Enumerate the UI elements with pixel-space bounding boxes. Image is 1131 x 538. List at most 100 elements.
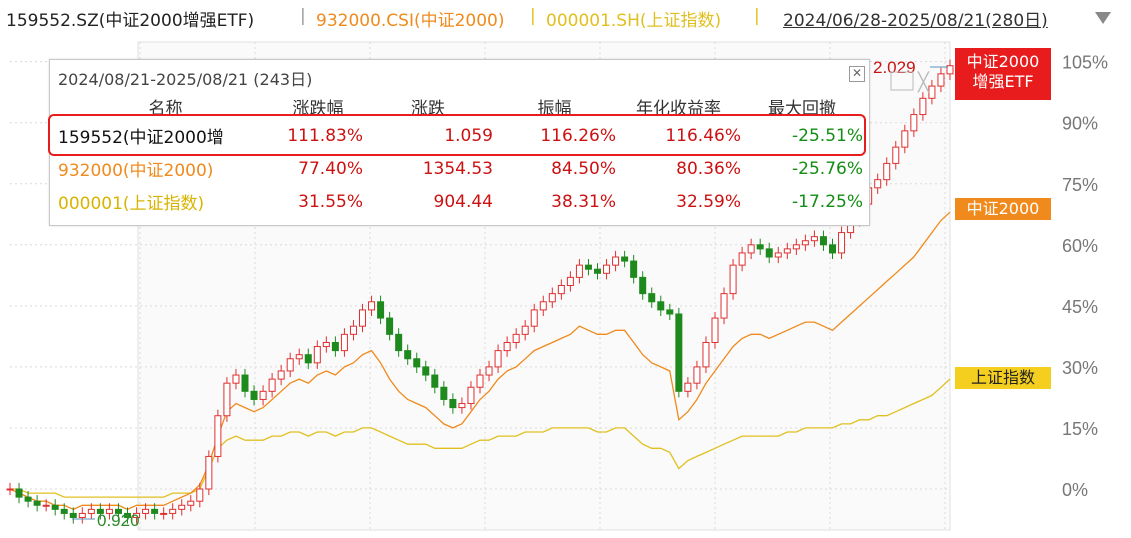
candle-body	[874, 179, 882, 189]
candle-body	[42, 504, 50, 507]
etf-high-label: 2.029	[873, 58, 916, 77]
row-max-drawdown: -25.76%	[792, 158, 863, 179]
row-name: 932000(中证2000)	[58, 161, 214, 181]
dropdown-triangle-icon[interactable]	[1093, 10, 1113, 26]
candle-body	[883, 162, 891, 181]
candle-body	[160, 512, 168, 515]
header-separator: |	[530, 6, 536, 26]
header-separator: |	[754, 6, 760, 26]
y-tick-label: 105%	[1062, 53, 1108, 73]
candle-body	[937, 73, 945, 87]
row-amplitude: 38.31%	[551, 191, 616, 212]
sh-end-label: 上证指数	[955, 367, 1051, 389]
sh-index-line-path	[10, 378, 951, 498]
candle-body	[810, 236, 818, 242]
candle-body	[114, 508, 122, 514]
candle-body	[33, 500, 41, 506]
chart-annotations: 2.029 0.920 ╳	[72, 58, 948, 530]
y-tick-label: 75%	[1062, 175, 1098, 195]
etf-series-title[interactable]: 159552.SZ(中证2000增强ETF)	[6, 11, 255, 31]
etf-end-label: 中证2000 增强ETF	[955, 48, 1051, 100]
row-change-pct: 111.83%	[287, 125, 363, 146]
candle-body	[15, 488, 23, 498]
row-change: 1.059	[444, 125, 493, 146]
candle-body	[720, 293, 728, 319]
candle-body	[51, 504, 59, 510]
candle-body	[404, 350, 412, 360]
close-icon: ╳	[917, 71, 930, 93]
close-icon[interactable]: ✕	[849, 66, 865, 82]
candle-body	[458, 403, 466, 409]
candle-body	[838, 232, 846, 254]
y-tick-label: 90%	[1062, 114, 1098, 134]
candle-body	[946, 65, 954, 75]
candle-body	[892, 146, 900, 164]
candle-body	[431, 374, 439, 388]
table-row[interactable]: 932000(中证2000) 77.40% 1354.53 84.50% 80.…	[52, 152, 869, 185]
candle-body	[765, 248, 773, 258]
candle-body	[503, 341, 511, 352]
candle-body	[774, 252, 782, 258]
candle-body	[521, 325, 529, 335]
candle-body	[124, 512, 131, 518]
row-amplitude: 116.26%	[540, 125, 616, 146]
candle-body	[639, 276, 647, 295]
candle-body	[413, 358, 421, 368]
candle-body	[241, 374, 249, 392]
candle-body	[666, 309, 674, 315]
candle-body	[386, 317, 394, 335]
candle-body	[214, 415, 222, 457]
candle-body	[729, 264, 737, 295]
candle-body	[702, 341, 710, 368]
y-tick-label: 0%	[1062, 480, 1088, 500]
maximize-icon	[890, 71, 914, 91]
candle-body	[178, 504, 186, 510]
candle-body	[349, 325, 357, 335]
candle-body	[359, 309, 366, 327]
candle-body	[187, 500, 195, 506]
candle-body	[205, 455, 213, 490]
candle-body	[829, 244, 836, 254]
summary-table-title: 2024/08/21-2025/08/21 (243日)	[58, 70, 313, 89]
candle-body	[819, 236, 827, 246]
candle-body	[78, 512, 86, 518]
y-tick-label: 30%	[1062, 358, 1098, 378]
candle-body	[756, 244, 764, 250]
candle-body	[910, 114, 918, 132]
csi2000-end-label: 中证2000	[955, 198, 1051, 220]
y-tick-label: 15%	[1062, 419, 1098, 439]
candle-body	[331, 341, 339, 352]
candle-body	[277, 370, 285, 380]
candle-body	[422, 366, 430, 376]
candle-body	[901, 130, 909, 148]
index-series-title[interactable]: 932000.CSI(中证2000)	[316, 11, 505, 31]
etf-end-label-line2: 增强ETF	[972, 72, 1034, 91]
sh-series-title[interactable]: 000001.SH(上证指数)	[546, 11, 722, 31]
candle-body	[530, 309, 538, 327]
header-separator: |	[300, 6, 306, 26]
table-row[interactable]: 159552(中证2000增 111.83% 1.059 116.26% 116…	[52, 119, 869, 152]
candle-body	[494, 350, 502, 368]
summary-table-panel: 2024/08/21-2025/08/21 (243日) ✕ 名称 涨跌幅 涨跌…	[49, 59, 870, 226]
candle-body	[612, 256, 620, 266]
csi2000-line	[9, 211, 951, 511]
candle-body	[603, 264, 611, 274]
candle-body	[232, 374, 240, 384]
candle-body	[738, 252, 746, 266]
candle-body	[792, 244, 800, 250]
table-row[interactable]: 000001(上证指数) 31.55% 904.44 38.31% 32.59%…	[52, 185, 869, 218]
candle-body	[368, 301, 376, 311]
candle-body	[684, 382, 692, 392]
candle-body	[24, 496, 32, 502]
date-range-selector[interactable]: 2024/06/28-2025/08/21(280日)	[783, 11, 1048, 31]
candle-body	[584, 264, 592, 270]
candle-body	[693, 366, 701, 384]
candle-body	[630, 260, 638, 278]
candle-body	[340, 333, 348, 352]
candle-body	[657, 301, 665, 311]
candle-body	[566, 276, 574, 286]
candle-body	[512, 333, 520, 343]
candle-body	[395, 333, 403, 352]
candle-body	[621, 256, 629, 262]
candle-body	[449, 398, 457, 409]
